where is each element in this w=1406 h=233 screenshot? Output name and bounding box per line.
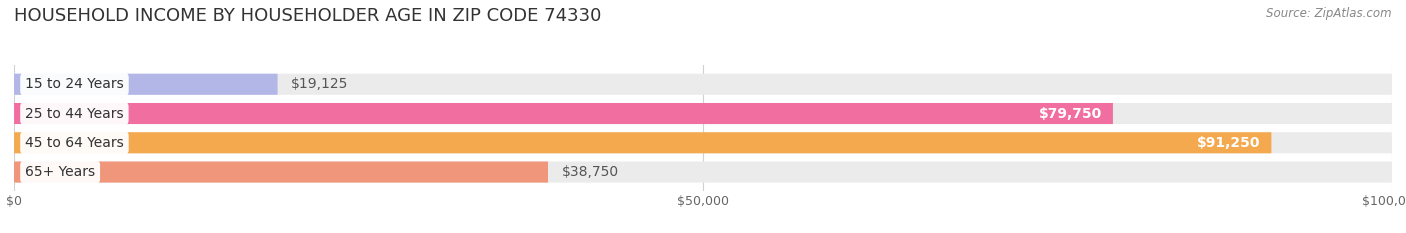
Text: 25 to 44 Years: 25 to 44 Years: [25, 106, 124, 120]
Text: 65+ Years: 65+ Years: [25, 165, 96, 179]
Text: HOUSEHOLD INCOME BY HOUSEHOLDER AGE IN ZIP CODE 74330: HOUSEHOLD INCOME BY HOUSEHOLDER AGE IN Z…: [14, 7, 602, 25]
FancyBboxPatch shape: [14, 161, 1392, 183]
Text: Source: ZipAtlas.com: Source: ZipAtlas.com: [1267, 7, 1392, 20]
Text: $79,750: $79,750: [1039, 106, 1102, 120]
FancyBboxPatch shape: [14, 132, 1271, 153]
FancyBboxPatch shape: [14, 74, 277, 95]
FancyBboxPatch shape: [14, 103, 1392, 124]
Text: $19,125: $19,125: [291, 77, 349, 91]
Text: $91,250: $91,250: [1197, 136, 1260, 150]
Text: $38,750: $38,750: [562, 165, 619, 179]
FancyBboxPatch shape: [14, 103, 1114, 124]
Text: 45 to 64 Years: 45 to 64 Years: [25, 136, 124, 150]
FancyBboxPatch shape: [14, 161, 548, 183]
FancyBboxPatch shape: [14, 74, 1392, 95]
FancyBboxPatch shape: [14, 132, 1392, 153]
Text: 15 to 24 Years: 15 to 24 Years: [25, 77, 124, 91]
